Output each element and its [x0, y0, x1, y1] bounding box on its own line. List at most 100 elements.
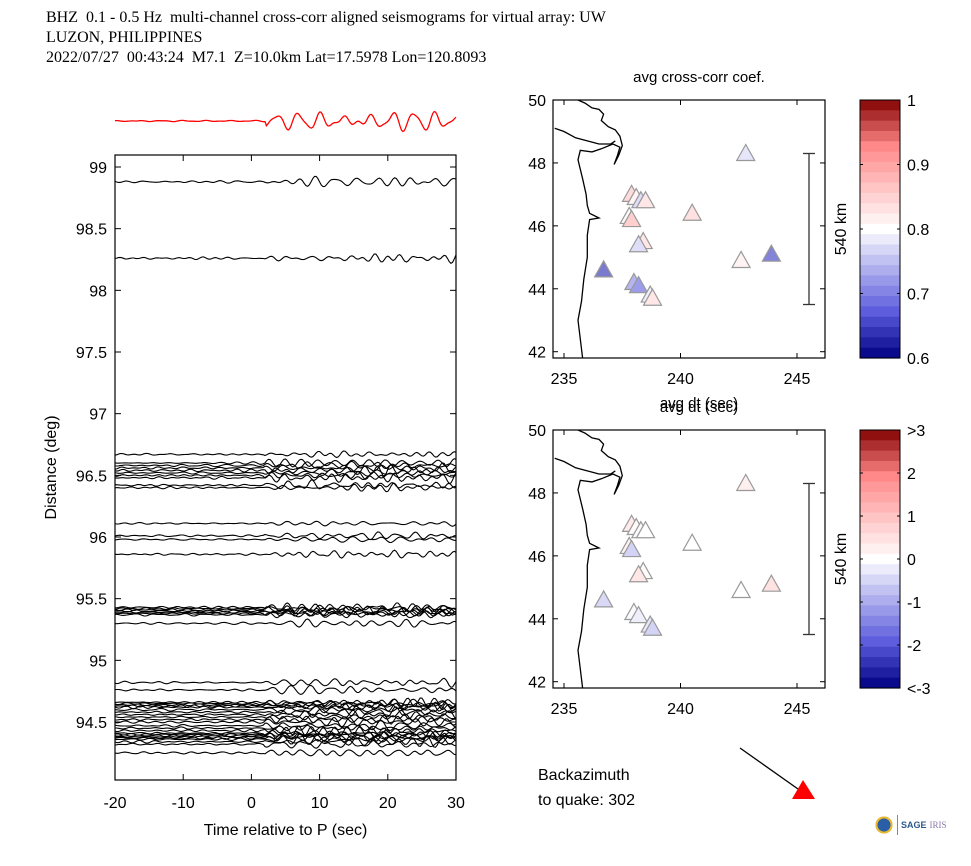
colorbar-segment: [860, 430, 900, 441]
colorbar-segment: [860, 460, 900, 472]
colorbar-segment: [860, 151, 900, 163]
colorbar-segment: [860, 440, 900, 452]
x-tick-label: 20: [379, 795, 397, 812]
colorbar-tick-label: 0.8: [907, 222, 929, 239]
colorbar-tick-label: 0: [907, 552, 916, 569]
station-marker: [628, 564, 649, 583]
colorbar-segment: [860, 471, 900, 483]
x-axis-label: Time relative to P (sec): [204, 822, 368, 839]
seismogram-trace: [114, 735, 457, 748]
colorbar-segment: [860, 172, 900, 184]
backazimuth-label: Backazimuth: [538, 767, 630, 784]
seismogram-trace: [114, 536, 457, 544]
y-tick-label: 42: [528, 675, 546, 692]
colorbar-segment: [860, 203, 900, 215]
station-marker: [682, 533, 703, 551]
seismogram-trace: [114, 698, 457, 709]
map-title: avg dt (sec): [660, 399, 738, 416]
colorbar-segment: [860, 553, 900, 565]
colorbar-segment: [860, 327, 900, 338]
seismogram-trace: [115, 724, 457, 732]
seismogram-trace: [114, 705, 457, 714]
seismogram-trace: [114, 714, 457, 725]
coastline: [577, 100, 623, 358]
quake-direction-marker: [792, 780, 815, 799]
colorbar-segment: [860, 100, 900, 111]
station-marker: [731, 250, 752, 269]
y-tick-label: 50: [528, 423, 546, 440]
y-tick-label: 96.5: [76, 468, 107, 485]
station-marker: [761, 243, 782, 262]
colorbar-tick-label: -2: [907, 638, 921, 655]
colorbar-segment: [860, 626, 900, 637]
colorbar-segment: [860, 615, 900, 627]
colorbar-segment: [860, 533, 900, 545]
station-marker: [735, 143, 756, 162]
seismogram-trace: [114, 450, 457, 459]
seismogram-trace: [114, 717, 457, 728]
colorbar-segment: [860, 491, 900, 503]
backazimuth-panel: Backazimuth to quake: 302: [538, 747, 815, 809]
x-tick-label: 235: [551, 701, 578, 718]
x-tick-label: 240: [667, 701, 694, 718]
colorbar-segment: [860, 481, 900, 493]
station-marker: [761, 573, 782, 592]
station-marker: [628, 605, 649, 624]
colorbar-segment: [860, 254, 900, 266]
seismogram-trace: [114, 604, 457, 613]
seismogram-trace: [114, 719, 457, 732]
backazimuth-arrow-line: [739, 747, 799, 790]
seismogram-trace: [114, 725, 457, 736]
station-marker: [682, 203, 703, 221]
colorbar-segment: [860, 450, 900, 462]
colorbar-segment: [860, 636, 900, 648]
seismogram-trace: [114, 462, 457, 473]
seismogram-trace: [114, 709, 457, 720]
colorbar-segment: [860, 347, 900, 359]
seismogram-trace: [114, 748, 457, 757]
y-tick-label: 98.5: [76, 222, 107, 239]
colorbar-segment: [860, 306, 900, 318]
x-tick-label: 0: [247, 795, 256, 812]
colorbar-tick-label: -1: [907, 595, 921, 612]
backazimuth-value: to quake: 302: [538, 792, 635, 809]
strait-coastline: [554, 127, 616, 145]
map-frame: [552, 99, 826, 359]
station-marker: [735, 473, 756, 492]
station-marker: [635, 520, 656, 539]
seismogram-trace: [114, 549, 457, 559]
colorbar-segment: [860, 213, 900, 225]
x-tick-label: 30: [447, 795, 465, 812]
title-line-2: LUZON, PHILIPPINES: [46, 29, 203, 46]
seismogram-trace: [114, 608, 457, 617]
logo-text-sage: SAGE: [901, 820, 927, 830]
colorbar-segment: [860, 657, 900, 668]
colorbar-segment: [860, 275, 900, 287]
y-tick-label: 48: [528, 156, 546, 173]
colorbar-segment: [860, 182, 900, 194]
colorbar-segment: [860, 646, 900, 658]
colorbar-segment: [860, 584, 900, 596]
stack-trace: [114, 110, 457, 133]
y-tick-label: 46: [528, 219, 546, 236]
colorbar-segment: [860, 130, 900, 142]
colorbar-tick-label: 0.7: [907, 287, 929, 304]
seismogram-trace: [114, 684, 457, 695]
seismogram-trace: [114, 713, 457, 721]
colorbar-tick-label: 0.6: [907, 351, 929, 368]
colorbar-segment: [860, 677, 900, 689]
title-line-1: BHZ 0.1 - 0.5 Hz multi-channel cross-cor…: [46, 9, 606, 26]
nsf-logo-icon: [874, 815, 894, 835]
y-tick-label: 46: [528, 549, 546, 566]
sage-iris-logo: SAGE IRIS: [874, 815, 947, 835]
y-tick-label: 94.5: [76, 715, 107, 732]
colorbar-segment: [860, 110, 900, 122]
colorbar-segment: [860, 595, 900, 607]
y-tick-label: 97.5: [76, 345, 107, 362]
station-marker: [621, 209, 642, 228]
colorbar-tick-label: >3: [907, 423, 925, 440]
map-panel-dt: 235 240 245 42 44 46 48 50 avg dt (sec) 540 km >3 2…: [528, 399, 930, 718]
title-line-3: 2022/07/27 00:43:24 M7.1 Z=10.0km Lat=17…: [46, 49, 487, 66]
map-panel-coef: 235 240 245 42 44 46 48 50 avg cross-corr coef. a…: [528, 69, 929, 412]
